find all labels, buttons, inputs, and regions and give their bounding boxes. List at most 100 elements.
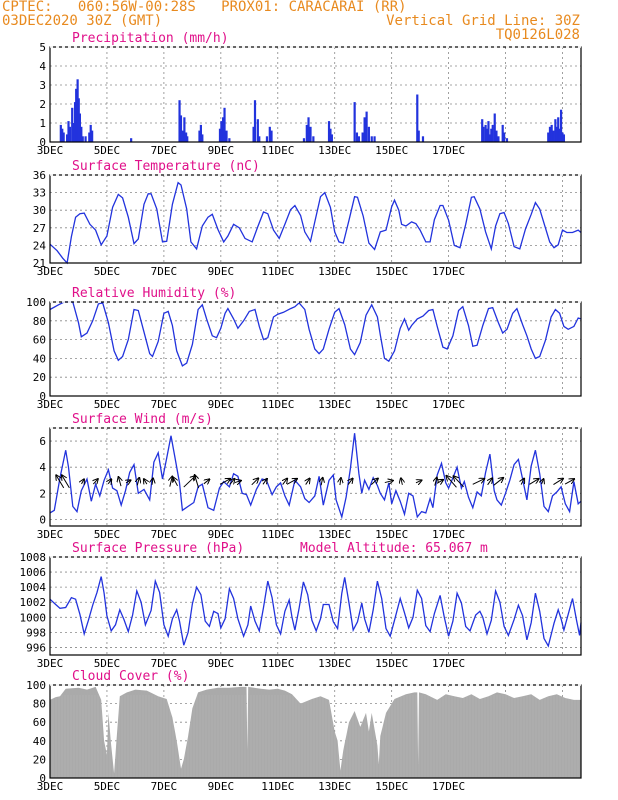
wind-vector [126, 480, 131, 483]
temp-ytick-label: 24 [33, 239, 47, 252]
temp-xtick-label: 5DEC [94, 265, 121, 278]
pres-ytick-label: 1002 [20, 596, 47, 609]
wind-vector [62, 475, 70, 489]
precip-bar [484, 124, 487, 142]
precip-bar [88, 132, 91, 142]
precip-bar [225, 130, 228, 142]
precip-bar [365, 111, 368, 142]
wind-vector [529, 479, 539, 485]
run-datetime: 03DEC2020 30Z (GMT) [2, 13, 163, 29]
precip-bar [223, 107, 226, 142]
wind-vector [416, 480, 422, 483]
precip-bar [417, 130, 420, 142]
temp-ytick-label: 30 [33, 204, 46, 217]
precip-bar [559, 109, 563, 142]
precip-bar [497, 136, 500, 142]
precip-bar [91, 130, 94, 142]
temp-series-line [49, 181, 582, 265]
precip-bar [67, 121, 70, 142]
wind-vector [454, 476, 464, 488]
pres-xtick-label: 13DEC [318, 657, 351, 670]
precip-bar [481, 119, 484, 142]
precip-bar [78, 113, 81, 142]
precip-bar [552, 130, 555, 142]
precip-bar [65, 134, 69, 142]
precip-bar [198, 130, 201, 142]
wind-ytick-label: 0 [39, 513, 46, 526]
wind-vector [108, 479, 111, 484]
precip-bar [550, 124, 553, 142]
precip-bar [329, 128, 332, 142]
wind-series-line [49, 433, 582, 520]
precip-bar [327, 121, 331, 142]
wind-vector [553, 479, 563, 485]
cloud-area [50, 686, 581, 778]
wind-vector [564, 479, 574, 485]
wind-vector [234, 481, 241, 483]
pres-ytick-label: 998 [26, 626, 46, 639]
precip-bar [305, 124, 308, 142]
station-header: CPTEC: 060:56W-00:28S PROX01: CARACARAI … [2, 0, 407, 15]
rh-ytick-label: 20 [33, 371, 46, 384]
rh-xtick-label: 13DEC [318, 398, 351, 411]
wind-xtick-label: 11DEC [261, 528, 294, 541]
wind-ytick-label: 2 [39, 487, 46, 500]
precip-ytick-label: 3 [39, 79, 46, 92]
precip-bar [302, 138, 306, 142]
precip-bar [59, 124, 62, 142]
rh-xtick-label: 9DEC [208, 398, 235, 411]
precip-bar [357, 136, 361, 142]
precip-bar [555, 126, 558, 142]
wind-vector [306, 479, 310, 485]
precip-ytick-label: 0 [39, 136, 46, 149]
wind-vector [521, 479, 524, 485]
pres-ytick-label: 1004 [20, 581, 47, 594]
precip-bar [186, 136, 189, 142]
precip-bar [61, 128, 64, 142]
precip-bar [330, 134, 333, 142]
rh-xtick-label: 7DEC [151, 398, 178, 411]
wind-title: Surface Wind (m/s) [72, 412, 213, 427]
wind-xtick-label: 3DEC [37, 528, 64, 541]
precip-bar [490, 128, 493, 142]
precip-bar [256, 119, 259, 142]
cloud-ytick-label: 100 [26, 679, 46, 692]
wind-vector [183, 476, 196, 488]
precip-bar [72, 123, 75, 142]
temp-xtick-label: 11DEC [261, 265, 294, 278]
cloud-xtick-label: 3DEC [37, 780, 64, 793]
precip-xtick-label: 11DEC [261, 144, 294, 157]
wind-vector [56, 475, 65, 489]
wind-vector [446, 476, 457, 488]
wind-vector [384, 481, 393, 483]
precip-bar [258, 136, 261, 142]
precip-frame [49, 46, 582, 143]
precip-bar [307, 117, 310, 142]
precip-xtick-label: 7DEC [151, 144, 178, 157]
cloud-ytick-label: 60 [33, 716, 46, 729]
wind-vector [321, 478, 323, 486]
wind-xtick-label: 7DEC [151, 528, 178, 541]
precip-bar [561, 132, 564, 142]
cloud-xtick-label: 7DEC [151, 780, 178, 793]
pres-title: Surface Pressure (hPa) [72, 541, 244, 556]
precip-bar [554, 119, 557, 142]
wind-vector [230, 479, 235, 485]
wind-vector [472, 479, 485, 485]
wind-vector [348, 479, 353, 485]
precip-bar [75, 88, 78, 142]
wind-vector [137, 478, 139, 486]
temp-title: Surface Temperature (nC) [72, 159, 260, 174]
wind-vector [195, 475, 200, 489]
wind-vector [93, 479, 98, 484]
cloud-title: Cloud Cover (%) [72, 669, 189, 684]
precip-ytick-label: 5 [39, 41, 46, 54]
rh-title: Relative Humidity (%) [72, 286, 236, 301]
wind-xtick-label: 13DEC [318, 528, 351, 541]
wind-vector [170, 477, 173, 487]
precip-bar [77, 98, 80, 142]
cloud-ytick-label: 80 [33, 698, 46, 711]
precip-bar [562, 134, 566, 142]
cloud-ytick-label: 20 [33, 753, 46, 766]
vertical-grid-info: Vertical Grid Line: 30Z [386, 13, 580, 29]
